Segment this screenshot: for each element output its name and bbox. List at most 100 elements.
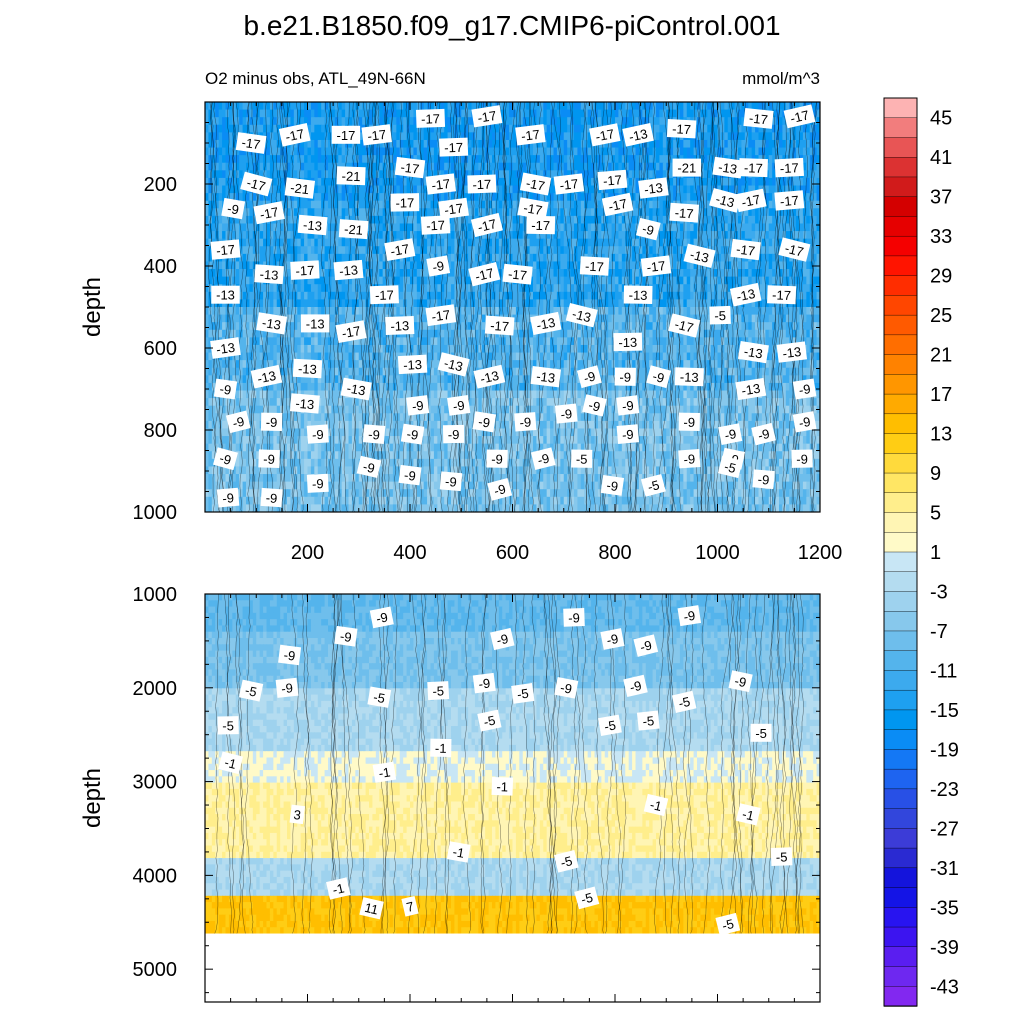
upper-field-cell (246, 215, 251, 225)
upper-field-cell (263, 147, 268, 156)
upper-field-cell (310, 102, 315, 111)
upper-field-cell (522, 307, 527, 316)
upper-field-cell (779, 139, 784, 149)
upper-field-cell (208, 246, 213, 255)
upper-field-cell (645, 208, 650, 217)
upper-field-cell (703, 177, 708, 187)
upper-field-cell (686, 276, 691, 285)
upper-field-cell (632, 231, 637, 240)
upper-field-cell (755, 185, 760, 194)
upper-field-cell (591, 170, 596, 179)
upper-field-cell (304, 291, 309, 301)
upper-field-cell (710, 284, 715, 293)
upper-field-cell (331, 276, 336, 285)
upper-field-cell (447, 193, 452, 202)
upper-field-cell (358, 284, 363, 293)
upper-field-cell (355, 299, 360, 308)
upper-field-cell (748, 185, 753, 194)
upper-field-cell (447, 269, 452, 278)
upper-field-cell (273, 139, 278, 149)
upper-field-cell (765, 200, 770, 209)
upper-field-cell (328, 124, 333, 133)
upper-field-cell (608, 102, 613, 111)
upper-field-cell (276, 147, 281, 156)
upper-field-cell (447, 132, 452, 141)
upper-field-cell (608, 246, 613, 255)
upper-field-cell (700, 185, 705, 194)
upper-field-cell (372, 109, 377, 118)
upper-field-cell (536, 246, 541, 255)
upper-field-cell (423, 185, 428, 194)
upper-field-cell (611, 253, 616, 263)
upper-field-cell (468, 253, 473, 263)
upper-field-cell (351, 299, 356, 308)
upper-field-cell (406, 124, 411, 133)
upper-field-cell (410, 139, 415, 149)
upper-field-cell (324, 208, 329, 217)
upper-field-cell (621, 307, 626, 316)
upper-field-cell (632, 109, 637, 118)
upper-field-cell (584, 200, 589, 209)
upper-field-cell (341, 246, 346, 255)
upper-field-cell (632, 269, 637, 278)
upper-field-cell (338, 253, 343, 263)
upper-field-cell (358, 208, 363, 217)
upper-field-cell (307, 231, 312, 240)
upper-field-cell (751, 139, 756, 149)
upper-field-cell (269, 231, 274, 240)
upper-field-cell (662, 284, 667, 293)
upper-field-cell (594, 215, 599, 225)
upper-field-cell (741, 261, 746, 270)
upper-field-cell (348, 291, 353, 301)
upper-field-cell (707, 177, 712, 187)
upper-field-cell (457, 170, 462, 179)
upper-field-cell (427, 124, 432, 133)
upper-field-cell (724, 147, 729, 156)
upper-field-cell (351, 155, 356, 164)
upper-field-cell (420, 208, 425, 217)
upper-field-cell (772, 162, 777, 171)
upper-field-cell (707, 193, 712, 202)
upper-field-cell (587, 117, 592, 126)
upper-field-cell (451, 299, 456, 308)
upper-field-cell (666, 231, 671, 240)
upper-field-cell (628, 307, 633, 316)
upper-field-cell (632, 102, 637, 111)
upper-field-cell (806, 162, 811, 171)
upper-field-cell (560, 200, 565, 209)
upper-field-cell (813, 238, 818, 247)
upper-field-cell (427, 162, 432, 171)
upper-field-cell (461, 307, 466, 316)
upper-field-cell (625, 177, 630, 187)
upper-field-cell (816, 139, 820, 149)
upper-field-cell (553, 139, 558, 149)
upper-field-cell (697, 284, 702, 293)
upper-field-cell (608, 223, 613, 232)
upper-field-cell (304, 276, 309, 285)
upper-field-cell (276, 124, 281, 133)
upper-field-cell (437, 284, 442, 293)
upper-field-cell (242, 253, 247, 263)
upper-field-cell (293, 291, 298, 301)
upper-field-cell (710, 147, 715, 156)
upper-field-cell (222, 155, 227, 164)
upper-field-cell (345, 109, 350, 118)
upper-field-cell (574, 102, 579, 111)
upper-field-cell (601, 284, 606, 293)
upper-field-cell (328, 139, 333, 149)
upper-field-cell (331, 253, 336, 263)
upper-field-cell (396, 139, 401, 149)
upper-field-cell (656, 147, 661, 156)
upper-field-cell (574, 109, 579, 118)
upper-field-cell (461, 102, 466, 111)
upper-field-cell (488, 139, 493, 149)
upper-field-cell (222, 215, 227, 225)
upper-field-cell (396, 109, 401, 118)
upper-field-cell (669, 155, 674, 164)
upper-field-cell (744, 102, 749, 111)
upper-field-cell (519, 215, 524, 225)
upper-field-cell (553, 291, 558, 301)
upper-field-cell (399, 117, 404, 126)
upper-field-cell (679, 139, 684, 149)
upper-field-cell (512, 177, 517, 187)
